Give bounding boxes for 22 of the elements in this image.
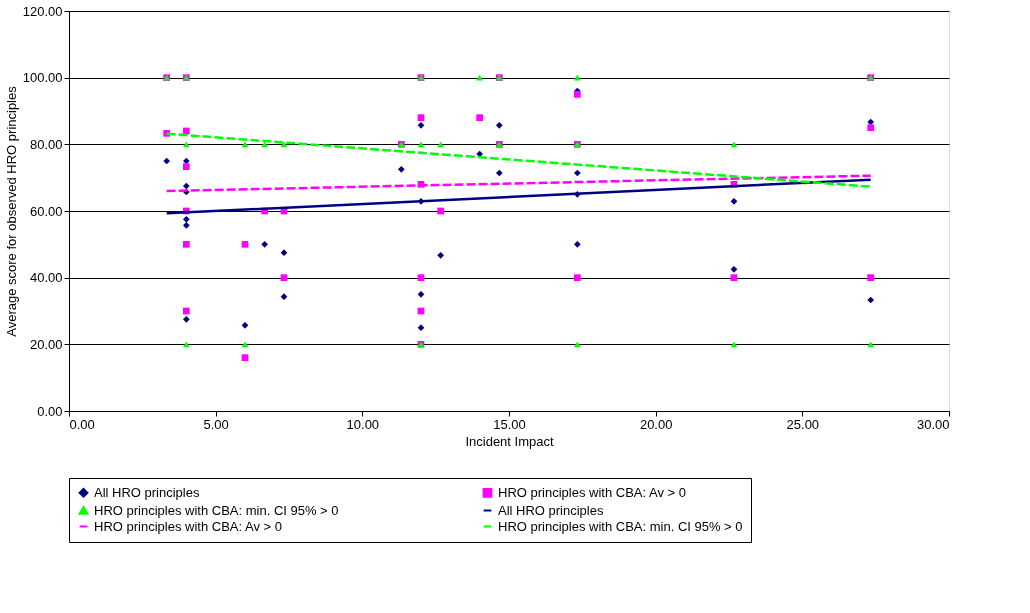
x-tick-label: 0.00 [69, 416, 95, 432]
x-tick-label: 15.00 [493, 416, 526, 432]
y-tick-label: 0.00 [37, 403, 63, 419]
x-axis-title: Incident Impact [465, 433, 554, 449]
y-axis-title: Average score for observed HRO principles [3, 85, 19, 337]
y-tick-label: 20.00 [29, 336, 63, 352]
legend-label: HRO principles with CBA: min. CI 95% > 0 [94, 502, 339, 518]
y-tick-label: 120.00 [22, 3, 63, 19]
legend-label: All HRO principles [498, 502, 604, 518]
x-tick-label: 25.00 [786, 416, 820, 432]
legend-label: HRO principles with CBA: min. CI 95% > 0 [498, 518, 743, 534]
legend-label: HRO principles with CBA: Av > 0 [498, 484, 686, 500]
y-tick-label: 80.00 [29, 136, 63, 152]
y-tick-label: 40.00 [29, 270, 63, 286]
y-tick-label: 100.00 [22, 70, 63, 86]
y-tick-label: 60.00 [29, 203, 63, 219]
legend-label: HRO principles with CBA: Av > 0 [94, 518, 282, 534]
x-tick-label: 30.00 [916, 416, 950, 432]
x-tick-label: 10.00 [346, 416, 380, 432]
x-tick-label: 20.00 [639, 416, 673, 432]
x-tick-label: 5.00 [203, 416, 229, 432]
legend-label: All HRO principles [94, 484, 200, 500]
